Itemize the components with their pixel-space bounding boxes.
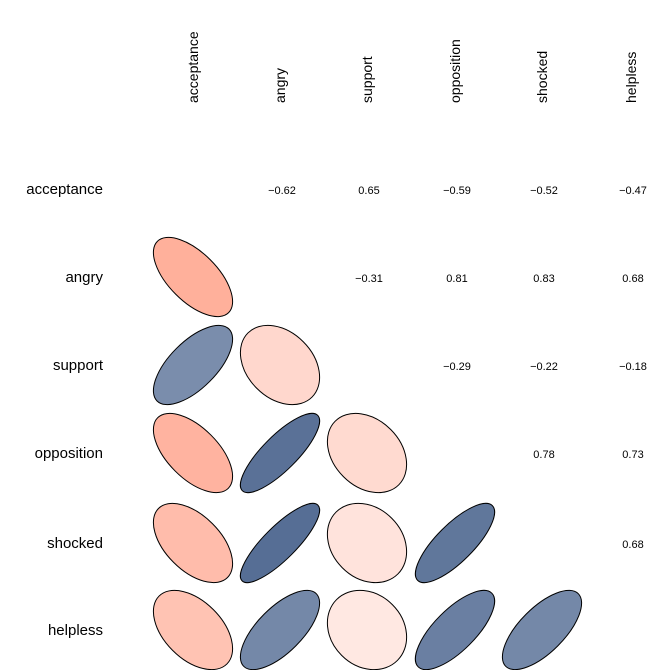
row-label-opposition: opposition <box>35 445 103 462</box>
column-labels: acceptance angry support opposition shocked h… <box>185 31 639 103</box>
ellipse-shocked-acceptance <box>152 502 234 584</box>
ellipse-opposition-acceptance <box>152 412 234 494</box>
value-opposition-shocked: 0.78 <box>533 449 554 461</box>
ellipse-shocked-opposition <box>414 502 496 584</box>
column-label-angry: angry <box>272 68 288 103</box>
row-label-angry: angry <box>65 269 103 286</box>
row-label-shocked: shocked <box>47 535 103 552</box>
value-acceptance-angry: −0.62 <box>268 185 296 197</box>
value-acceptance-helpless: −0.47 <box>619 185 647 197</box>
ellipse-shocked-angry <box>239 502 321 584</box>
value-shocked-helpless: 0.68 <box>622 539 643 551</box>
value-support-shocked: −0.22 <box>530 361 558 373</box>
row-label-support: support <box>53 357 104 374</box>
ellipse-shocked-support <box>326 502 408 584</box>
row-label-acceptance: acceptance <box>26 181 103 198</box>
ellipse-helpless-shocked <box>501 589 583 670</box>
column-label-opposition: opposition <box>447 39 463 103</box>
row-labels: acceptance angry support opposition shocked h… <box>26 181 104 639</box>
value-support-opposition: −0.29 <box>443 361 471 373</box>
value-acceptance-opposition: −0.59 <box>443 185 471 197</box>
column-label-support: support <box>359 56 375 103</box>
ellipse-opposition-support <box>326 412 408 494</box>
value-angry-support: −0.31 <box>355 273 383 285</box>
value-angry-helpless: 0.68 <box>622 273 643 285</box>
value-acceptance-shocked: −0.52 <box>530 185 558 197</box>
row-label-helpless: helpless <box>48 622 103 639</box>
ellipse-angry-acceptance <box>152 236 234 318</box>
ellipse-opposition-angry <box>239 412 321 494</box>
value-angry-shocked: 0.83 <box>533 273 554 285</box>
column-label-shocked: shocked <box>534 51 550 103</box>
ellipse-helpless-support <box>326 589 408 670</box>
ellipse-helpless-acceptance <box>152 589 234 670</box>
ellipse-support-angry <box>239 324 321 406</box>
ellipse-helpless-opposition <box>414 589 496 670</box>
value-opposition-helpless: 0.73 <box>622 449 643 461</box>
value-support-helpless: −0.18 <box>619 361 647 373</box>
ellipse-helpless-angry <box>239 589 321 670</box>
value-acceptance-support: 0.65 <box>358 185 379 197</box>
value-labels: −0.62 0.65 −0.59 −0.52 −0.47 −0.31 0.81 0.83 0.6… <box>268 185 647 551</box>
ellipse-support-acceptance <box>152 324 234 406</box>
value-angry-opposition: 0.81 <box>446 273 467 285</box>
column-label-helpless: helpless <box>623 52 639 103</box>
ellipse-cells <box>152 236 583 670</box>
column-label-acceptance: acceptance <box>185 31 201 103</box>
